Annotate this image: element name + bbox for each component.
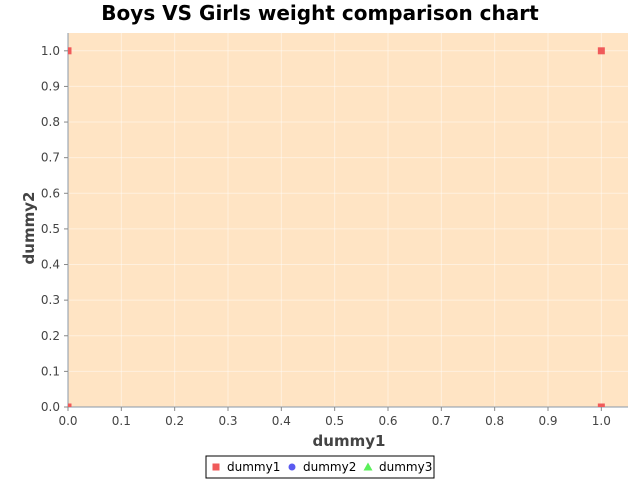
y-tick-label: 0.3 bbox=[41, 293, 60, 307]
x-tick-label: 1.0 bbox=[592, 414, 611, 428]
x-tick-label: 0.4 bbox=[272, 414, 291, 428]
plot-area bbox=[68, 33, 628, 407]
x-axis-label: dummy1 bbox=[313, 432, 386, 450]
x-tick-label: 0.2 bbox=[165, 414, 184, 428]
data-point-dummy1 bbox=[597, 47, 605, 55]
y-axis-label: dummy2 bbox=[20, 192, 38, 265]
x-tick-label: 0.9 bbox=[538, 414, 557, 428]
data-point-dummy1 bbox=[597, 403, 605, 407]
y-tick-label: 0.6 bbox=[41, 186, 60, 200]
legend: dummy1 dummy2 dummy3 bbox=[205, 455, 435, 479]
x-tick-label: 0.0 bbox=[58, 414, 77, 428]
y-tick-label: 1.0 bbox=[41, 44, 60, 58]
legend-label-dummy2: dummy2 bbox=[303, 460, 356, 474]
legend-marker-dummy2 bbox=[288, 463, 296, 471]
x-tick-label: 0.5 bbox=[325, 414, 344, 428]
x-tick-label: 0.6 bbox=[378, 414, 397, 428]
data-point-dummy1 bbox=[68, 47, 72, 55]
chart-title: Boys VS Girls weight comparison chart bbox=[101, 1, 539, 25]
legend-label-dummy1: dummy1 bbox=[227, 460, 280, 474]
y-tick-label: 0.0 bbox=[41, 400, 60, 414]
x-tick-label: 0.1 bbox=[112, 414, 131, 428]
x-tick-label: 0.8 bbox=[485, 414, 504, 428]
legend-marker-dummy3 bbox=[363, 462, 373, 471]
data-point-dummy1 bbox=[68, 403, 72, 407]
data-points bbox=[68, 47, 605, 407]
y-tick-label: 0.1 bbox=[41, 364, 60, 378]
y-tick-label: 0.4 bbox=[41, 258, 60, 272]
y-tick-label: 0.2 bbox=[41, 329, 60, 343]
x-tick-label: 0.3 bbox=[218, 414, 237, 428]
x-tick-label: 0.7 bbox=[432, 414, 451, 428]
y-tick-label: 0.8 bbox=[41, 115, 60, 129]
legend-box bbox=[205, 455, 435, 479]
y-tick-label: 0.5 bbox=[41, 222, 60, 236]
legend-marker-dummy1 bbox=[212, 463, 220, 471]
y-tick-label: 0.7 bbox=[41, 151, 60, 165]
y-tick-label: 0.9 bbox=[41, 79, 60, 93]
legend-label-dummy3: dummy3 bbox=[379, 460, 432, 474]
